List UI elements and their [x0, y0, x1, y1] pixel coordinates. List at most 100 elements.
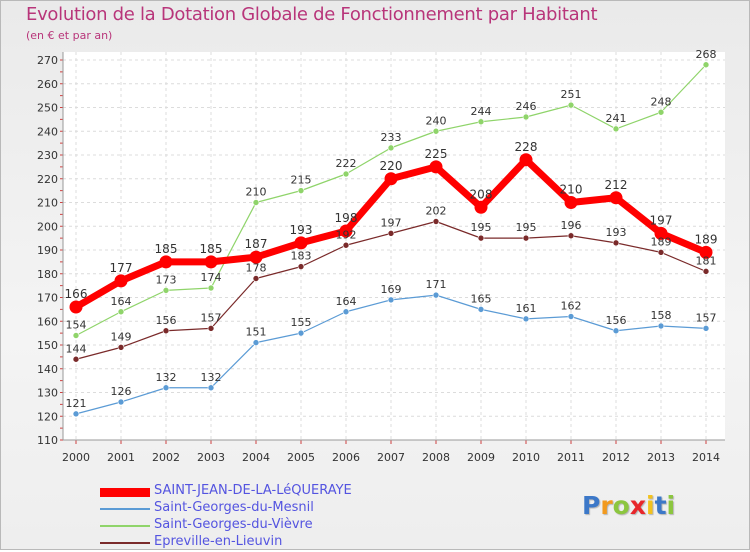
y-tick-label: 240 [37, 125, 58, 138]
data-label: 195 [471, 221, 492, 234]
data-label: 164 [336, 295, 357, 308]
data-label: 149 [111, 330, 132, 343]
data-label: 197 [650, 213, 673, 227]
legend-label: Saint-Georges-du-Mesnil [154, 500, 314, 515]
x-tick-label: 2008 [422, 451, 450, 464]
data-point [612, 125, 620, 133]
data-point [114, 274, 128, 288]
legend-label: Epreville-en-Lieuvin [154, 534, 283, 549]
data-point [204, 255, 218, 269]
data-point [432, 127, 440, 135]
data-point [252, 199, 260, 206]
data-label: 198 [335, 211, 358, 225]
data-point [429, 160, 443, 174]
data-point [249, 250, 263, 264]
y-tick-label: 180 [37, 268, 58, 281]
data-point [72, 332, 80, 339]
data-label: 202 [426, 205, 447, 218]
x-tick-label: 2004 [242, 451, 270, 464]
y-tick-label: 200 [37, 220, 58, 233]
logo-letter: i [666, 491, 676, 520]
y-tick-label: 140 [37, 363, 58, 376]
data-label: 240 [426, 114, 447, 127]
x-tick-label: 2002 [152, 451, 180, 464]
line-chart: 110 120 130 140 150 160 170 180 190 200 210 220 230 2… [37, 48, 725, 464]
data-point [162, 384, 170, 392]
x-tick-label: 2007 [377, 451, 405, 464]
data-label: 187 [245, 237, 268, 251]
data-label: 132 [156, 371, 177, 384]
data-point [387, 296, 395, 304]
logo-letter: P [582, 491, 601, 520]
data-point [342, 170, 350, 178]
data-label: 156 [156, 314, 177, 327]
x-tick-label: 2010 [512, 451, 540, 464]
data-label: 126 [111, 385, 132, 398]
legend-label: SAINT-JEAN-DE-LA-LéQUERAYE [154, 483, 352, 498]
data-point [657, 322, 665, 330]
data-label: 171 [426, 278, 447, 291]
data-label: 212 [605, 178, 628, 192]
data-point [519, 153, 533, 167]
data-label: 225 [425, 147, 448, 161]
data-point [567, 232, 575, 240]
data-label: 193 [290, 223, 313, 237]
data-label: 162 [561, 300, 582, 313]
data-point [609, 191, 623, 205]
data-label: 268 [696, 48, 717, 61]
x-tick-label: 2005 [287, 451, 315, 464]
data-label: 157 [201, 311, 222, 324]
data-point [117, 344, 125, 351]
logo-letter: o [612, 491, 630, 520]
data-point [702, 268, 710, 275]
data-point [657, 249, 665, 256]
x-tick-label: 2014 [692, 451, 720, 464]
plot-area [63, 52, 725, 440]
data-label: 248 [651, 95, 672, 108]
x-tick-label: 2009 [467, 451, 495, 464]
data-label: 132 [201, 371, 222, 384]
data-label: 228 [515, 140, 538, 154]
data-label: 183 [291, 250, 312, 263]
data-label: 185 [200, 242, 223, 256]
data-label: 189 [695, 232, 718, 246]
data-point [162, 287, 170, 294]
data-point [294, 236, 308, 250]
data-point [477, 118, 485, 126]
data-point [297, 263, 305, 270]
logo-letter: i [646, 491, 655, 520]
data-point [612, 239, 620, 247]
data-label: 222 [336, 157, 357, 170]
data-point [564, 196, 578, 209]
data-point [297, 187, 305, 194]
data-label: 220 [380, 159, 403, 173]
data-point [522, 315, 530, 323]
data-label: 215 [291, 174, 312, 187]
data-label: 151 [246, 326, 267, 339]
data-point [432, 291, 440, 299]
data-label: 195 [516, 221, 537, 234]
data-label: 178 [246, 262, 267, 275]
x-tick-label: 2006 [332, 451, 360, 464]
data-label: 157 [696, 311, 717, 324]
data-label: 208 [470, 187, 493, 201]
y-tick-label: 210 [37, 197, 58, 210]
y-tick-label: 170 [37, 292, 58, 305]
chart-subtitle: (en € et par an) [26, 29, 113, 42]
y-tick-label: 190 [37, 244, 58, 257]
data-point [342, 241, 350, 249]
data-label: 158 [651, 309, 672, 322]
legend-swatch [100, 487, 150, 497]
data-point [117, 308, 125, 316]
data-label: 173 [156, 273, 177, 286]
x-tick-label: 2013 [647, 451, 675, 464]
y-tick-label: 250 [37, 102, 58, 115]
data-point [387, 144, 395, 152]
legend-swatch [100, 525, 150, 527]
data-label: 156 [606, 314, 627, 327]
data-point [567, 101, 575, 109]
y-tick-label: 130 [37, 387, 58, 400]
y-tick-label: 270 [37, 54, 58, 67]
y-tick-label: 230 [37, 149, 58, 162]
data-label: 177 [110, 261, 133, 275]
